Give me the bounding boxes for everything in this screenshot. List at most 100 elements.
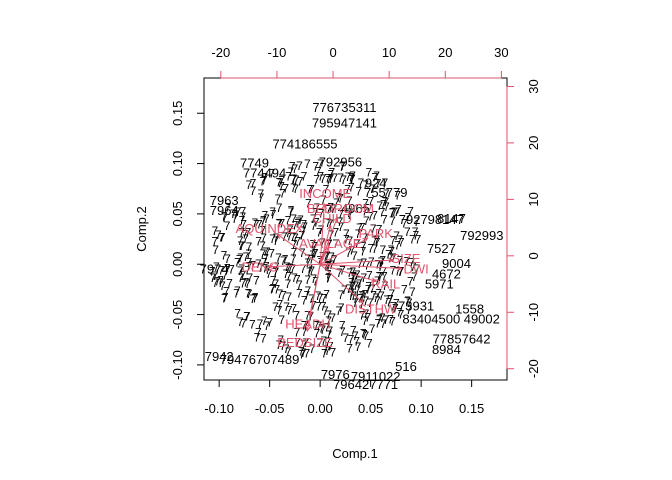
cloud-glyph: 7: [350, 265, 357, 279]
cloud-glyph: 7: [415, 233, 422, 247]
observation-label: 9004: [442, 256, 471, 271]
cloud-glyph: 7: [275, 251, 282, 265]
cloud-glyph: 7: [353, 335, 360, 349]
variable-label: BEDROOM: [307, 201, 374, 216]
cloud-glyph: 7: [231, 212, 238, 226]
cloud-glyph: 7: [290, 181, 297, 195]
observation-label: 4965: [341, 201, 370, 216]
cloud-glyph: 7: [295, 215, 302, 229]
cloud-glyph: 7: [376, 312, 383, 326]
cloud-glyph: 7: [323, 183, 330, 197]
cloud-glyph: 7: [215, 228, 222, 242]
cloud-glyph: 7: [346, 206, 353, 220]
cloud-glyph: 7: [335, 304, 342, 318]
cloud-glyph: 7: [404, 294, 411, 308]
cloud-glyph: 7: [373, 233, 380, 247]
cloud-glyph: 7: [321, 346, 328, 360]
cloud-glyph: 7: [305, 284, 312, 298]
cloud-glyph: 7: [276, 338, 283, 352]
cloud-glyph: 7: [259, 239, 266, 253]
cloud-glyph: 7: [324, 249, 331, 263]
cloud-glyph: 7: [278, 180, 285, 194]
cloud-glyph: 7: [285, 170, 292, 184]
cloud-glyph: 7: [261, 174, 268, 188]
variable-arrow: [320, 259, 394, 265]
cloud-glyph: 7: [284, 260, 291, 274]
cloud-glyph: 7: [389, 287, 396, 301]
cloud-glyph: 7: [261, 256, 268, 270]
cloud-glyph: 7: [348, 279, 355, 293]
cloud-glyph: 7: [272, 266, 279, 280]
cloud-glyph: 7: [290, 212, 297, 226]
variable-arrow: [319, 217, 338, 265]
cloud-glyph: 7: [245, 286, 252, 300]
cloud-glyph: 7: [368, 195, 375, 209]
cloud-glyph: 7: [325, 202, 332, 216]
cloud-glyph: 7: [212, 276, 219, 290]
cloud-glyph: 7: [380, 264, 387, 278]
cloud-glyph: 7: [327, 324, 334, 338]
cloud-glyph: 7: [387, 312, 394, 326]
cloud-glyph: 7: [357, 176, 364, 190]
cloud-glyph: 7: [321, 292, 328, 306]
cloud-glyph: 7: [237, 239, 244, 253]
cloud-glyph: 7: [277, 176, 284, 190]
observation-label: 795947141: [312, 115, 377, 130]
cloud-glyph: 7: [285, 226, 292, 240]
cloud-glyph: 7: [244, 264, 251, 278]
cloud-glyph: 7: [286, 303, 293, 317]
cloud-glyph: 7: [261, 314, 268, 328]
cloud-glyph: 7: [338, 288, 345, 302]
cloud-glyph: 7: [333, 196, 340, 210]
cloud-glyph: 7: [246, 271, 253, 285]
cloud-glyph: 7: [325, 314, 332, 328]
cloud-glyph: 7: [313, 326, 320, 340]
cloud-glyph: 7: [380, 197, 387, 211]
cloud-glyph: 7: [336, 191, 343, 205]
variable-label: HEADH: [285, 317, 331, 332]
cloud-glyph: 7: [255, 325, 262, 339]
cloud-glyph: 7: [382, 195, 389, 209]
cloud-glyph: 7: [287, 261, 294, 275]
cloud-glyph: 7: [327, 340, 334, 354]
cloud-glyph: 7: [299, 229, 306, 243]
cloud-glyph: 7: [292, 162, 299, 176]
cloud-glyph: 7: [377, 260, 384, 274]
cloud-glyph: 7: [260, 215, 267, 229]
cloud-glyph: 7: [260, 214, 267, 228]
cloud-glyph: 7: [290, 173, 297, 187]
cloud-glyph: 7: [296, 286, 303, 300]
cloud-glyph: 7: [222, 291, 229, 305]
cloud-glyph: 7: [224, 200, 231, 214]
cloud-glyph: 7: [217, 273, 224, 287]
cloud-glyph: 7: [249, 292, 256, 306]
cloud-glyph: 7: [316, 226, 323, 240]
cloud-glyph: 7: [304, 273, 311, 287]
cloud-glyph: 7: [376, 223, 383, 237]
right-tick-label: 10: [526, 192, 541, 206]
cloud-glyph: 7: [363, 214, 370, 228]
cloud-glyph: 7: [306, 262, 313, 276]
cloud-glyph: 7: [258, 191, 265, 205]
cloud-glyph: 7: [376, 313, 383, 327]
cloud-glyph: 7: [298, 344, 305, 358]
cloud-glyph: 7: [411, 270, 418, 284]
cloud-glyph: 7: [332, 237, 339, 251]
cloud-glyph: 7: [265, 263, 272, 277]
cloud-glyph: 7: [310, 272, 317, 286]
cloud-glyph: 7: [304, 288, 311, 302]
cloud-glyph: 7: [382, 176, 389, 190]
cloud-glyph: 7: [371, 242, 378, 256]
cloud-glyph: 7: [275, 192, 282, 206]
cloud-glyph: 7: [293, 173, 300, 187]
cloud-glyph: 7: [290, 301, 297, 315]
cloud-glyph: 7: [342, 331, 349, 345]
cloud-glyph: 7: [367, 296, 374, 310]
variable-arrowhead: [321, 203, 327, 210]
observation-label: 7749: [240, 156, 269, 171]
cloud-glyph: 7: [339, 325, 346, 339]
cloud-glyph: 7: [362, 196, 369, 210]
cloud-glyph: 7: [361, 328, 368, 342]
cloud-glyph: 7: [221, 210, 228, 224]
